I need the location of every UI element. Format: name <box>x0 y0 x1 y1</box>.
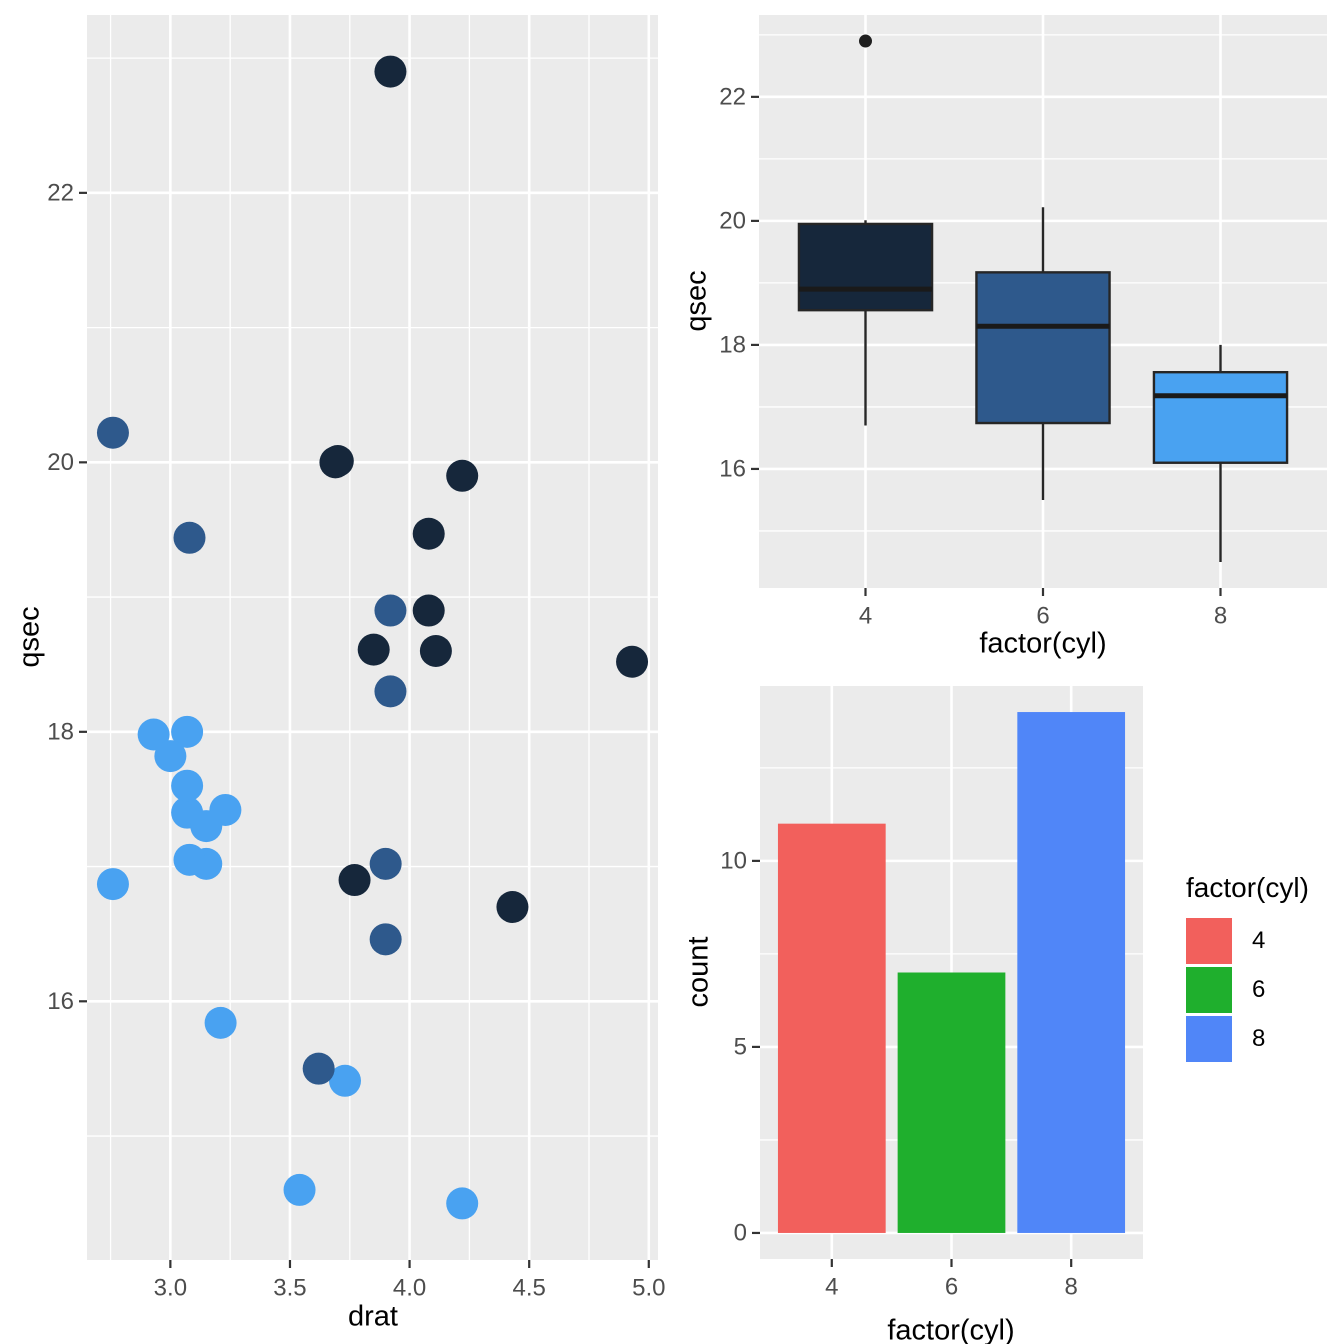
bar-cyl4 <box>777 823 886 1233</box>
scatter-point-cyl8 <box>96 868 129 901</box>
scatter-point-cyl8 <box>446 1187 479 1220</box>
boxplot-y-axis-title: qsec <box>680 270 713 332</box>
boxplot-qsec-by-cyl: 4 6 8 16 18 20 22 <box>719 15 1327 630</box>
scatter-point-cyl8 <box>137 718 170 751</box>
legend-rows: 4 6 8 <box>1186 918 1309 1062</box>
box-cyl4 <box>797 222 934 312</box>
y-tick-label: 5 <box>734 1033 747 1060</box>
scatter-point-cyl8 <box>190 810 223 843</box>
bar-cyl8 <box>1017 712 1126 1233</box>
scatter-point-cyl8 <box>154 740 187 773</box>
scatter-point-cyl4 <box>412 517 445 550</box>
legend-entry-6: 6 <box>1186 967 1309 1013</box>
scatter-point-cyl8 <box>171 769 204 802</box>
outlier-point <box>859 34 872 48</box>
scatter-point-cyl4 <box>412 594 445 627</box>
bar-cyl6 <box>897 972 1006 1233</box>
scatter-point-cyl6 <box>369 847 402 880</box>
legend-label-4: 4 <box>1252 927 1266 954</box>
scatter-point-cyl4 <box>374 55 407 88</box>
y-tick-label: 22 <box>47 179 74 206</box>
y-tick-label: 18 <box>719 331 746 358</box>
x-tick-label: 4.0 <box>393 1275 426 1302</box>
legend-label-8: 8 <box>1252 1025 1266 1052</box>
legend-title: factor(cyl) <box>1186 872 1309 903</box>
legend-label-6: 6 <box>1252 976 1266 1003</box>
y-tick-label: 0 <box>734 1219 747 1246</box>
scatter-point-cyl8 <box>283 1173 316 1206</box>
scatter-point-cyl6 <box>302 1052 335 1085</box>
legend-entry-8: 8 <box>1186 1016 1309 1062</box>
bar-x-axis-title: factor(cyl) <box>887 1314 1015 1344</box>
x-tick-label: 4.5 <box>512 1275 545 1302</box>
scatter-point-cyl4 <box>616 645 649 678</box>
y-tick-label: 18 <box>47 718 74 745</box>
scatter-point-cyl4 <box>338 864 371 897</box>
y-tick-label: 16 <box>719 455 746 482</box>
scatter-point-cyl6 <box>374 675 407 708</box>
boxplot-x-axis-title: factor(cyl) <box>979 627 1107 660</box>
y-tick-label: 10 <box>720 847 747 874</box>
scatter-x-axis-title: drat <box>348 1300 398 1333</box>
scatter-point-cyl4 <box>446 459 479 492</box>
legend-entry-4: 4 <box>1186 918 1309 964</box>
scatter-point-cyl6 <box>374 594 407 627</box>
legend: factor(cyl) 4 6 8 <box>1186 872 1309 1065</box>
scatter-point-cyl6 <box>96 416 129 449</box>
legend-swatch-6 <box>1186 967 1232 1013</box>
legend-swatch-4 <box>1186 918 1232 964</box>
scatter-point-cyl6 <box>173 521 206 554</box>
x-tick-label: 5.0 <box>632 1275 665 1302</box>
box-cyl6 <box>975 271 1111 425</box>
x-tick-label: 3.0 <box>154 1275 187 1302</box>
scatter-point-cyl4 <box>419 634 452 667</box>
x-tick-label: 4 <box>859 603 872 630</box>
scatter-y-axis-title: qsec <box>13 606 46 668</box>
scatter-point-cyl8 <box>173 843 206 876</box>
scatter-point-cyl8 <box>328 1064 361 1097</box>
scatter-point-cyl8 <box>171 715 204 748</box>
scatter-point-cyl4 <box>321 444 354 477</box>
scatter-point-cyl8 <box>204 1006 237 1039</box>
box-cyl8 <box>1152 370 1289 464</box>
bar-chart-count-by-cyl: 4 6 8 0 5 10 <box>720 686 1143 1301</box>
scatter-plot-qsec-vs-drat: 3.0 3.5 4.0 4.5 5.0 16 18 20 22 <box>47 15 665 1302</box>
y-tick-label: 22 <box>719 83 746 110</box>
scatter-point-cyl6 <box>369 923 402 956</box>
x-tick-label: 3.5 <box>273 1275 306 1302</box>
y-tick-label: 16 <box>47 988 74 1015</box>
scatter-point-cyl4 <box>496 890 529 923</box>
x-tick-label: 8 <box>1214 603 1227 630</box>
x-tick-label: 4 <box>825 1274 838 1301</box>
legend-swatch-8 <box>1186 1016 1232 1062</box>
scatter-point-cyl4 <box>357 633 390 666</box>
x-tick-label: 6 <box>945 1274 958 1301</box>
bar-y-axis-title: count <box>682 936 715 1008</box>
x-tick-label: 8 <box>1065 1274 1078 1301</box>
y-tick-label: 20 <box>719 207 746 234</box>
x-tick-label: 6 <box>1036 603 1049 630</box>
y-tick-label: 20 <box>47 449 74 476</box>
